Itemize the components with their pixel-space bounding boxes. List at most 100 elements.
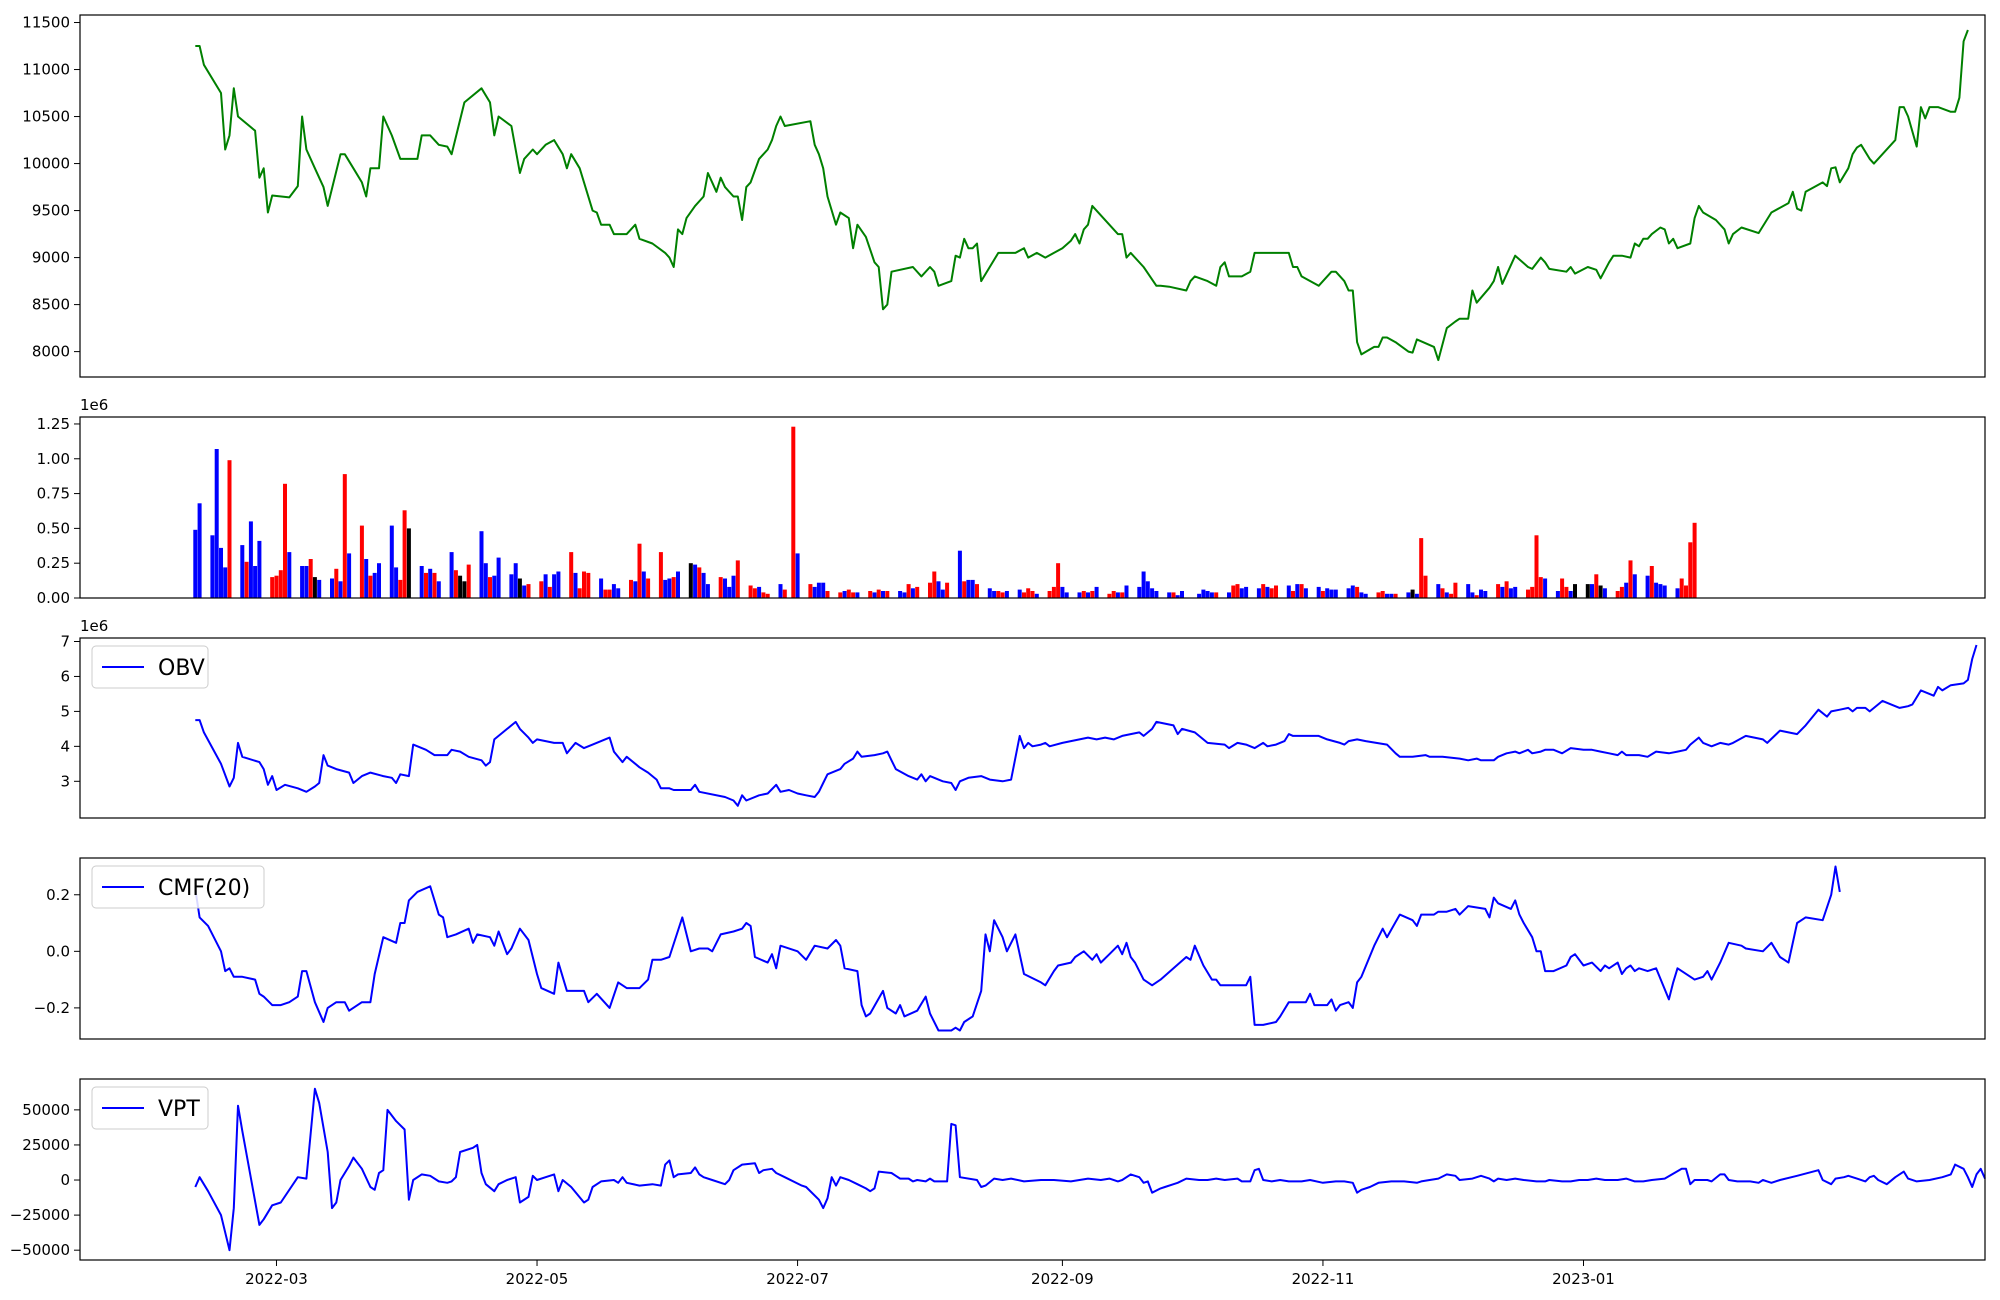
panel-5: −50000 −25000 0 25000 50000 2022-03 2022-05 202… — [10, 1078, 1986, 1288]
volume-bar — [1474, 595, 1479, 598]
volume-bar — [987, 588, 992, 598]
volume-bar — [1534, 535, 1539, 598]
volume-bar — [752, 588, 757, 598]
volume-bar — [1325, 588, 1330, 598]
volume-bar — [402, 510, 407, 598]
volume-bar — [1444, 592, 1449, 598]
volume-bar — [633, 581, 638, 598]
y-tick-label: 6 — [60, 667, 70, 685]
volume-bar — [1513, 586, 1518, 598]
volume-bar — [428, 568, 433, 598]
volume-bar — [219, 547, 223, 598]
volume-bar — [1320, 591, 1325, 598]
y-tick-label: 10500 — [22, 108, 70, 126]
volume-bar — [1363, 593, 1368, 598]
volume-bar — [227, 460, 232, 598]
volume-bar — [693, 564, 698, 598]
volume-bar — [962, 581, 967, 598]
volume-bar — [1227, 592, 1231, 598]
volume-bar — [1684, 585, 1688, 598]
volume-bar — [1171, 592, 1176, 598]
volume-bar — [1000, 592, 1005, 598]
volume-bar — [1564, 586, 1569, 598]
volume-bar — [701, 572, 706, 598]
volume-bar — [838, 592, 843, 598]
volume-bar — [436, 581, 441, 598]
x-tick-label: 2023-01 — [1552, 1270, 1615, 1288]
legend-box — [91, 645, 209, 689]
price-line — [195, 29, 1969, 362]
volume-bar — [577, 588, 582, 598]
volume-bar — [526, 584, 531, 598]
volume-bar — [1624, 582, 1629, 598]
volume-bar — [270, 577, 275, 598]
volume-bar — [1115, 592, 1120, 598]
y-tick-label: 50000 — [22, 1101, 70, 1119]
volume-bar — [364, 559, 369, 598]
volume-bar — [372, 572, 377, 598]
y-tick-label: 0 — [60, 1171, 70, 1189]
volume-bar — [1679, 578, 1684, 598]
volume-bar — [1214, 592, 1219, 598]
volume-bar — [688, 563, 693, 598]
volume-bar — [825, 591, 830, 598]
volume-bar — [453, 570, 458, 598]
volume-bar — [599, 578, 604, 598]
volume-bar — [1688, 542, 1693, 598]
volume-bar — [547, 586, 552, 598]
volume-bar — [1526, 589, 1530, 598]
legend-label: CMF(20) — [158, 876, 250, 901]
volume-bar — [1555, 591, 1560, 598]
volume-bar — [1197, 593, 1202, 598]
volume-bar — [1017, 589, 1022, 598]
volume-bar — [466, 564, 471, 598]
volume-bar — [1064, 592, 1069, 598]
y-tick-label: 7 — [60, 632, 70, 650]
y-tick-label: 4 — [60, 737, 70, 755]
volume-bar — [513, 563, 518, 598]
volume-bar — [1077, 592, 1082, 598]
volume-bar — [458, 575, 463, 598]
panel-1: 8000 8500 9000 9500 10000 10500 11000 11500 — [22, 14, 1986, 378]
volume-bar — [663, 579, 668, 598]
panel-3: 3 4 5 6 7 1e6 OBV — [60, 617, 1986, 819]
volume-bar — [1316, 586, 1321, 598]
volume-bar — [957, 550, 962, 598]
volume-bar — [778, 584, 783, 598]
volume-bar — [334, 568, 339, 598]
volume-bar — [1602, 588, 1607, 598]
volume-bar — [629, 579, 633, 598]
volume-bar — [718, 577, 723, 598]
y-tick-label: 1.00 — [37, 450, 70, 468]
volume-bar — [1346, 588, 1351, 598]
volume-bar — [1538, 577, 1543, 598]
volume-bar — [338, 581, 343, 598]
volume-bar — [748, 585, 753, 598]
volume-bar — [517, 578, 522, 598]
volume-bar — [940, 589, 945, 598]
volume-bar — [368, 575, 373, 598]
panel-2: 0.00 0.25 0.50 0.75 1.00 1.25 1e6 — [37, 396, 1986, 607]
volume-bar — [1205, 591, 1210, 598]
volume-bar — [1615, 591, 1620, 598]
volume-bar — [1385, 593, 1389, 598]
volume-bar — [1496, 584, 1501, 598]
y-tick-label: 10000 — [22, 155, 70, 173]
volume-bar — [257, 540, 262, 598]
volume-bar — [1154, 591, 1159, 598]
volume-bar — [1440, 588, 1445, 598]
y-tick-label: −25000 — [10, 1206, 70, 1224]
volume-bar — [910, 588, 915, 598]
x-tick-label: 2022-03 — [245, 1270, 308, 1288]
volume-bar — [1543, 578, 1548, 598]
volume-bar — [658, 552, 663, 598]
volume-bar — [1376, 592, 1381, 598]
volume-bar — [1030, 591, 1035, 598]
volume-bar — [509, 574, 514, 598]
volume-bar — [607, 589, 612, 598]
volume-bar — [1120, 592, 1125, 598]
volume-bar — [1150, 588, 1155, 598]
volume-bar — [641, 571, 646, 598]
volume-bar — [603, 589, 608, 598]
volume-bar — [723, 578, 727, 598]
